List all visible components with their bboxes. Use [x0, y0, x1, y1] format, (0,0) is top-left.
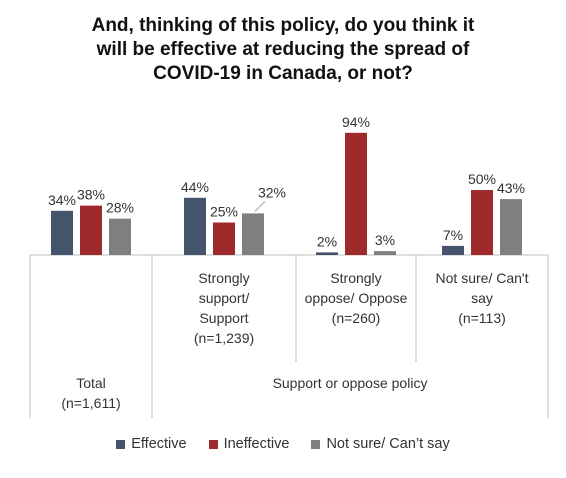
bar-2-2 [374, 251, 396, 255]
bar-0-2 [109, 218, 131, 255]
data-label-leader-1-2 [254, 201, 266, 212]
title-line-1: And, thinking of this policy, do you thi… [91, 15, 475, 36]
bar-3-2 [500, 199, 522, 255]
category-label-1-2: Support [199, 310, 248, 326]
data-label-3-1: 50% [468, 171, 496, 187]
legend-label-effective: Effective [131, 436, 187, 452]
chart-legend: Effective Ineffective Not sure/ Can’t sa… [0, 436, 566, 452]
data-label-0-1: 38% [77, 187, 105, 203]
data-label-0-0: 34% [48, 192, 76, 208]
bar-1-0 [184, 197, 206, 255]
title-line-3: COVID-19 in Canada, or not? [153, 63, 413, 84]
category-label-3-2: (n=113) [458, 310, 506, 326]
legend-item-ineffective: Ineffective [208, 436, 290, 452]
data-label-2-1: 94% [342, 114, 370, 130]
bar-1-1 [213, 222, 235, 255]
legend-item-effective: Effective [116, 436, 187, 452]
legend-label-ineffective: Ineffective [223, 436, 290, 452]
data-label-0-2: 28% [106, 200, 134, 216]
bar-3-1 [471, 190, 493, 255]
data-label-1-1: 25% [210, 204, 238, 220]
category-label-1-0: Strongly [198, 270, 249, 286]
category-label-3-0: Not sure/ Can't [436, 270, 529, 286]
bar-0-1 [80, 205, 102, 255]
legend-swatch-not-sure [311, 439, 321, 449]
data-label-3-0: 7% [443, 227, 463, 243]
category-label-1-3: (n=1,239) [194, 330, 254, 346]
legend-swatch-ineffective [208, 439, 218, 449]
title-line-2: will be effective at reducing the spread… [96, 39, 470, 60]
chart-title: And, thinking of this policy, do you thi… [0, 14, 566, 86]
bar-0-0 [51, 210, 73, 255]
category-label-0-0: Total [76, 375, 106, 391]
data-label-1-2: 32% [258, 184, 286, 200]
category-label-2-1: oppose/ Oppose [305, 290, 408, 306]
legend-swatch-effective [116, 439, 126, 449]
group-label: Support or oppose policy [273, 375, 428, 391]
data-label-2-0: 2% [317, 233, 337, 249]
category-label-3-1: say [471, 290, 493, 306]
bar-3-0 [442, 245, 464, 255]
category-label-2-0: Strongly [330, 270, 381, 286]
legend-item-not-sure: Not sure/ Can’t say [311, 436, 450, 452]
category-label-2-2: (n=260) [332, 310, 381, 326]
bar-2-1 [345, 132, 367, 255]
bar-2-0 [316, 252, 338, 255]
category-label-0-1: (n=1,611) [61, 395, 120, 411]
data-label-1-0: 44% [181, 179, 209, 195]
data-label-3-2: 43% [497, 180, 525, 196]
bar-1-2 [242, 213, 264, 255]
category-label-1-1: support/ [199, 290, 250, 306]
legend-label-not-sure: Not sure/ Can’t say [326, 436, 450, 452]
data-label-2-2: 3% [375, 232, 395, 248]
